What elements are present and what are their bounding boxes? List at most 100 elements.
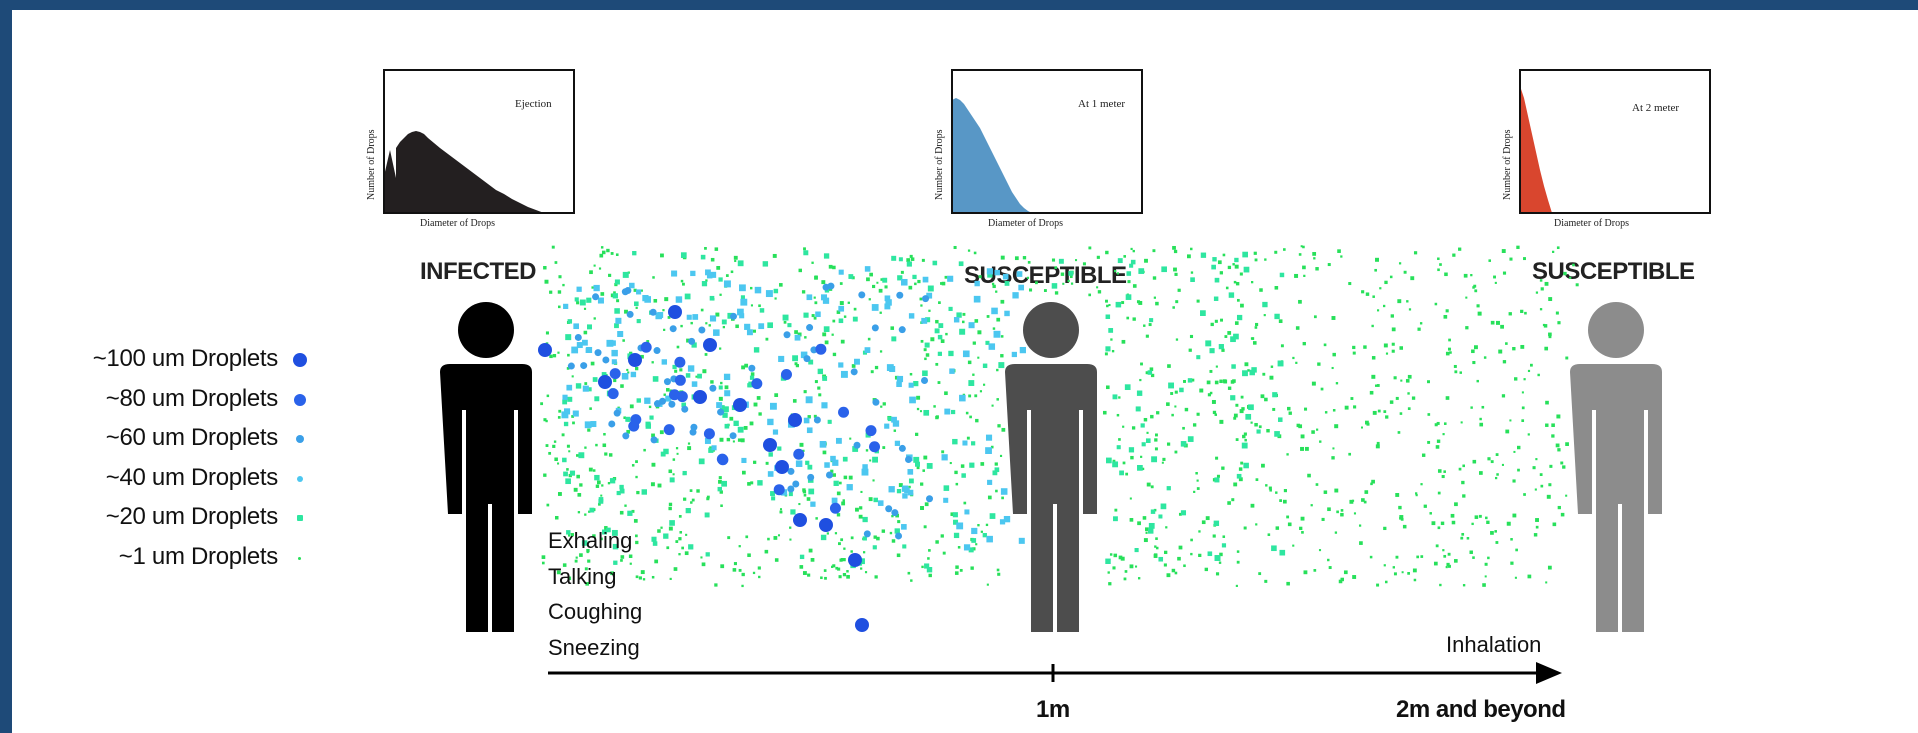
droplet [1298, 253, 1302, 256]
droplet [576, 286, 582, 292]
droplet [813, 316, 817, 320]
droplet [1376, 384, 1380, 387]
droplet [544, 279, 549, 284]
droplet [944, 391, 948, 396]
droplet [834, 532, 838, 535]
droplet [779, 283, 783, 287]
droplet [977, 523, 980, 527]
droplet [1233, 413, 1238, 418]
droplet [1365, 292, 1370, 296]
droplet [631, 509, 635, 513]
droplet [807, 464, 813, 470]
droplet [960, 464, 965, 468]
droplet [1295, 326, 1300, 330]
droplet [830, 455, 836, 462]
droplet [562, 457, 567, 463]
droplet [1231, 364, 1236, 369]
droplet [1236, 314, 1243, 321]
droplet [1172, 306, 1175, 309]
droplet [815, 517, 818, 520]
droplet [740, 298, 748, 306]
droplet [901, 524, 907, 530]
droplet [933, 405, 936, 408]
droplet [1408, 308, 1412, 311]
droplet [1458, 467, 1462, 471]
droplet [836, 310, 841, 314]
droplet [737, 438, 742, 442]
droplet [1212, 410, 1217, 415]
droplet [968, 394, 972, 398]
droplet [1206, 380, 1211, 385]
droplet [1221, 543, 1227, 548]
droplet [624, 504, 627, 507]
droplet [1222, 535, 1226, 538]
droplet [1018, 284, 1025, 291]
droplet [1184, 407, 1189, 412]
droplet [718, 277, 723, 282]
droplet [614, 308, 620, 314]
droplet [714, 247, 719, 251]
droplet [1436, 439, 1441, 443]
droplet [1135, 565, 1138, 568]
droplet [621, 288, 629, 296]
droplet [1371, 356, 1376, 360]
droplet [664, 297, 669, 302]
droplet [745, 535, 749, 539]
droplet [621, 372, 629, 380]
droplet [557, 305, 561, 309]
droplet [635, 366, 639, 371]
droplet [574, 333, 582, 341]
droplet [1375, 257, 1379, 262]
droplet [1221, 466, 1225, 470]
droplet [872, 398, 880, 406]
droplet [1312, 252, 1317, 256]
droplet [1535, 525, 1539, 529]
droplet [920, 506, 924, 510]
droplet [913, 381, 919, 387]
droplet [1275, 491, 1278, 494]
droplet [1108, 582, 1112, 586]
droplet [1035, 281, 1038, 285]
droplet [651, 433, 655, 438]
droplet [1509, 257, 1513, 261]
droplet [706, 495, 710, 499]
droplet [622, 271, 629, 278]
droplet [806, 294, 813, 301]
droplet [840, 339, 845, 344]
droplet [919, 297, 923, 301]
droplet [1146, 482, 1151, 487]
droplet [795, 363, 800, 368]
droplet [964, 509, 970, 515]
droplet [940, 534, 944, 538]
droplet [642, 578, 646, 581]
droplet [540, 402, 544, 406]
droplet [1274, 313, 1280, 320]
droplet [1242, 251, 1248, 258]
droplet [1236, 298, 1240, 302]
droplet [792, 355, 799, 362]
droplet [718, 476, 722, 480]
droplet [1544, 281, 1549, 286]
droplet [972, 341, 976, 345]
droplet [598, 375, 612, 389]
person-susceptible-1m-figure [1005, 302, 1097, 632]
droplet [1399, 412, 1403, 415]
droplet [830, 469, 834, 473]
droplet [1114, 269, 1117, 273]
droplet [569, 470, 576, 476]
droplet [1505, 429, 1510, 434]
droplet [758, 304, 761, 308]
droplet [1148, 522, 1155, 529]
droplet [935, 362, 939, 366]
droplet [890, 326, 895, 330]
droplet [1384, 280, 1388, 285]
droplet [869, 441, 881, 453]
droplet [1539, 473, 1543, 476]
droplet [950, 512, 955, 516]
droplet [832, 473, 836, 477]
droplet [972, 373, 975, 376]
droplet [566, 444, 570, 448]
droplet [1304, 446, 1309, 451]
droplet [774, 558, 779, 562]
droplet [1298, 424, 1303, 429]
